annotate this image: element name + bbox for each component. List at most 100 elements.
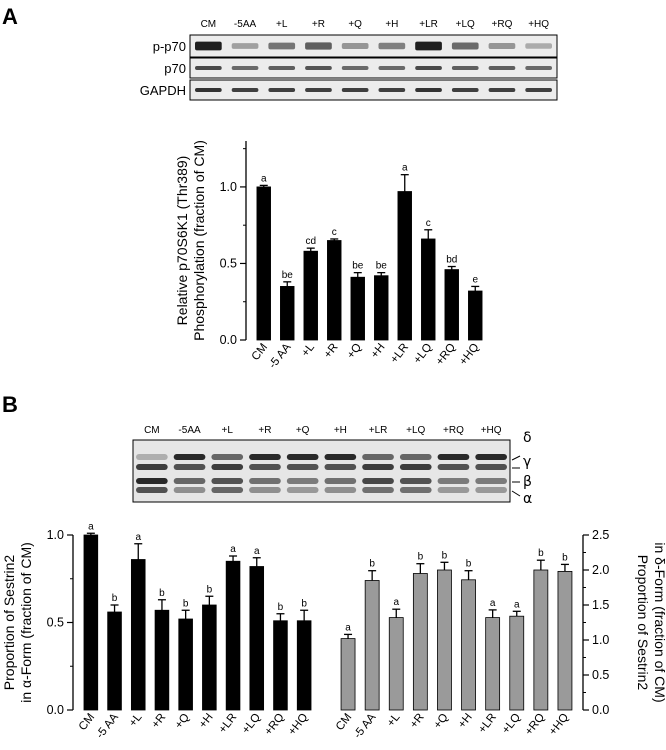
- blot-a-lane-label: +H: [385, 19, 398, 30]
- blot-a-band: [378, 88, 406, 92]
- chart2-category-label: +H: [197, 711, 216, 730]
- blot-a-band: [378, 66, 406, 70]
- chart1-bar: [421, 238, 436, 341]
- blot-a-lane-label: -5AA: [234, 19, 257, 30]
- chart1-category-label: +LQ: [412, 341, 435, 366]
- blot-b-form-label: α: [523, 491, 532, 507]
- blot-b-band: [211, 487, 244, 493]
- blot-b-band: [286, 454, 319, 460]
- blot-a-band: [525, 43, 552, 49]
- chart2-bar: [178, 618, 193, 711]
- chart1-category-label: CM: [250, 341, 270, 362]
- blot-b-lane-label: +HQ: [481, 425, 502, 436]
- blot-a-band: [231, 66, 259, 70]
- chart3-bar: [437, 569, 452, 711]
- blot-a-band: [268, 88, 296, 92]
- chart3-significance-label: b: [466, 559, 472, 570]
- blot-b-band: [437, 478, 470, 484]
- blot-b-band: [324, 464, 357, 470]
- chart2-category-label: +LQ: [240, 711, 263, 736]
- chart3-significance-label: b: [538, 548, 544, 559]
- chart2-bar: [107, 611, 122, 711]
- blot-b-band: [362, 454, 394, 460]
- chart3-significance-label: a: [514, 599, 520, 610]
- blot-b-band: [399, 478, 432, 484]
- chart1-bar: [280, 286, 295, 341]
- chart2-category-label: -5 AA: [94, 711, 121, 741]
- blot-b-band: [249, 454, 281, 460]
- blot-b-form-label: δ: [523, 430, 532, 446]
- chart3-category-label: +LR: [476, 711, 499, 735]
- blot-a-band: [268, 42, 296, 50]
- blot-b-band: [173, 454, 206, 460]
- chart3-y-axis-label: in δ-Form (fraction of CM): [652, 542, 666, 702]
- blot-b-band: [173, 478, 206, 484]
- chart2-significance-label: b: [278, 602, 284, 613]
- chart2-bar: [130, 559, 146, 711]
- blot-a-row-label: GAPDH: [140, 83, 186, 98]
- blot-a-row-label: p-p70: [153, 39, 186, 54]
- chart3-significance-label: b: [369, 559, 375, 570]
- chart2-category-label: +Q: [173, 711, 192, 731]
- blot-b-band: [437, 487, 470, 493]
- chart3-significance-label: a: [345, 622, 351, 633]
- chart1-bar: [397, 191, 412, 341]
- chart2-category-label: +HQ: [286, 711, 310, 737]
- blot-a-band: [341, 43, 369, 49]
- blot-b-band: [475, 487, 507, 493]
- blot-b-lane-label: +R: [258, 425, 271, 436]
- chart1-significance-label: a: [402, 163, 408, 174]
- blot-a-band: [451, 66, 479, 70]
- blot-b-lane-label: +Q: [296, 425, 310, 436]
- blot-b-band: [399, 487, 432, 493]
- blot-b-lane-label: +RQ: [443, 425, 464, 436]
- blot-b-form-line: [511, 455, 521, 461]
- blot-a-band: [525, 66, 552, 70]
- blot-a-band: [378, 42, 406, 50]
- chart2-y-tick-label: 1.0: [47, 528, 64, 542]
- western-blot-a: CM -5AA +L +R +Q +H +LR +LQ +RQ +HQ p-p70 p70 GAPDH: [140, 19, 558, 101]
- blot-b-lane-label: +L: [222, 425, 234, 436]
- chart3-category-label: +L: [385, 711, 403, 729]
- chart3-category-label: +RQ: [523, 711, 547, 737]
- chart1-significance-label: be: [282, 270, 294, 281]
- bar-chart-alpha-form: 0.0 0.5 1.0 a CM b -5 AA a +L b +R b +Q b +H a +LR a +LQ b +…: [1, 521, 312, 741]
- blot-a-lane-label: +RQ: [492, 19, 513, 30]
- chart2-significance-label: b: [183, 598, 189, 609]
- chart1-category-label: +HQ: [457, 341, 481, 367]
- blot-b-band: [136, 464, 168, 470]
- chart1-bar: [350, 276, 365, 341]
- blot-b-band: [249, 464, 281, 470]
- blot-a-lane-label: +Q: [348, 19, 362, 30]
- chart3-y-axis-label: Proportion of Sestrin2: [635, 555, 651, 691]
- chart2-significance-label: b: [112, 593, 118, 604]
- chart1-category-label: +R: [322, 341, 341, 360]
- blot-b-band: [211, 478, 244, 484]
- chart3-bar: [412, 573, 428, 711]
- blot-a-lane-label: +LR: [419, 19, 438, 30]
- blot-b-band: [249, 478, 281, 484]
- blot-a-band: [305, 66, 332, 70]
- chart3-category-label: -5 AA: [352, 711, 379, 741]
- chart1-category-label: -5 AA: [267, 341, 294, 371]
- chart1-category-label: +LR: [388, 341, 411, 365]
- chart1-category-label: +L: [300, 341, 318, 359]
- blot-a-lane-label: +LQ: [456, 19, 475, 30]
- chart3-significance-label: b: [418, 552, 424, 563]
- blot-b-band: [211, 464, 244, 470]
- blot-b-band: [136, 478, 168, 484]
- blot-a-strip: [189, 79, 558, 101]
- blot-a-strip: [189, 34, 558, 58]
- chart2-significance-label: a: [230, 544, 236, 555]
- blot-b-lane-label: +LQ: [406, 425, 425, 436]
- blot-b-form-line: [511, 490, 521, 497]
- blot-a-band: [195, 88, 222, 92]
- chart3-category-label: +Q: [432, 711, 451, 731]
- chart1-significance-label: e: [472, 274, 478, 285]
- chart1-significance-label: c: [426, 218, 431, 229]
- chart1-bar: [468, 290, 483, 341]
- chart2-significance-label: a: [135, 532, 141, 543]
- blot-a-band: [231, 88, 259, 92]
- blot-b-band: [249, 487, 281, 493]
